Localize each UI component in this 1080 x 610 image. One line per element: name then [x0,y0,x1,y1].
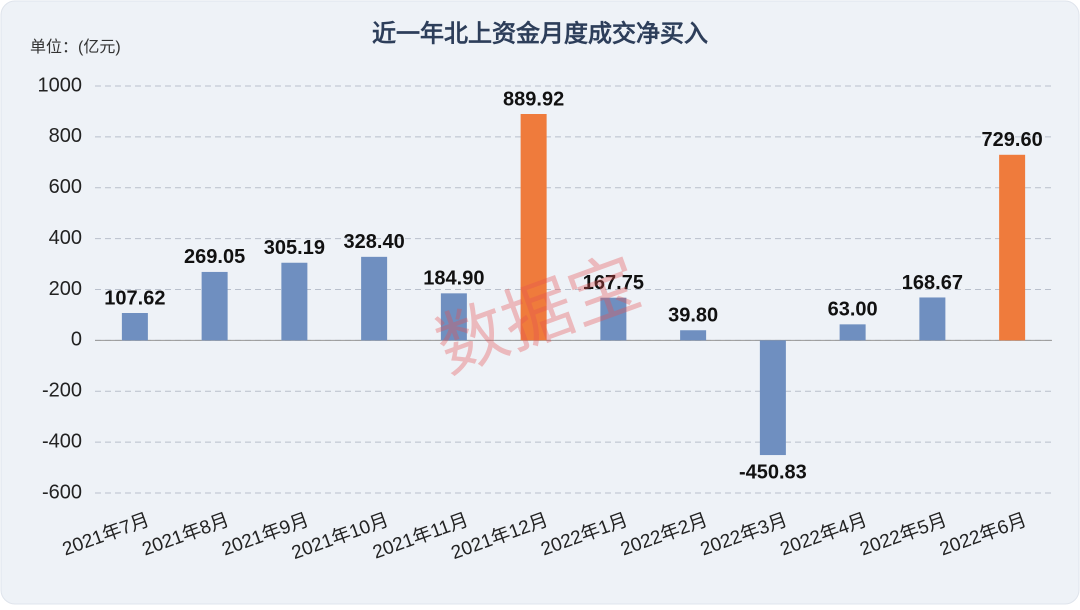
value-label: 184.90 [423,268,484,290]
bar [600,297,627,341]
value-label: 328.40 [344,231,405,253]
value-label: 305.19 [264,237,325,259]
bar [201,271,228,341]
value-label: 107.62 [104,287,165,309]
value-label: 269.05 [184,246,245,268]
bar [999,154,1026,341]
y-tick-label: 0 [71,329,82,351]
y-tick-label: -600 [42,481,82,503]
value-label: 167.75 [583,272,644,294]
bar [281,262,308,341]
value-label: 729.60 [982,129,1043,151]
y-tick-label: 600 [49,176,82,198]
y-tick-label: 800 [49,125,82,147]
value-label: 63.00 [828,299,878,321]
value-label: 889.92 [503,88,564,110]
chart-title: 近一年北上资金月度成交净买入 [372,19,708,47]
y-tick-label: 400 [49,227,82,249]
bar [361,256,388,341]
unit-label: 单位：(亿元) [30,38,121,56]
value-label: 39.80 [668,305,718,327]
y-tick-label: -200 [42,380,82,402]
bar [759,340,786,456]
bar [839,324,866,341]
value-label: 168.67 [902,272,963,294]
bar [680,330,707,341]
y-tick-label: -400 [42,430,82,452]
y-tick-label: 1000 [38,74,83,96]
bar [919,297,946,341]
bar [121,312,148,341]
bar [520,114,547,341]
bar [440,293,467,341]
value-label: -450.83 [739,461,807,483]
y-tick-label: 200 [49,278,82,300]
